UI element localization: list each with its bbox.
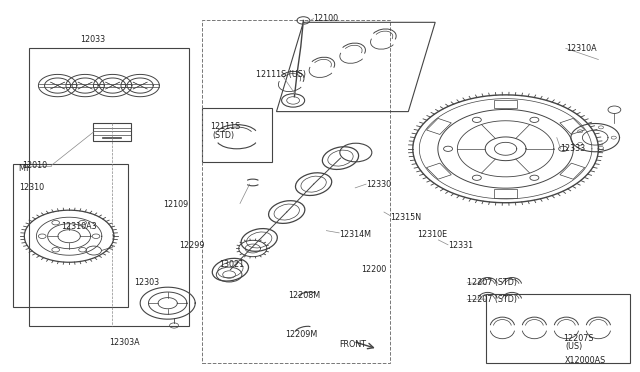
Text: 12209M: 12209M xyxy=(285,330,317,339)
Bar xyxy=(486,294,630,363)
Text: 12100: 12100 xyxy=(314,14,339,23)
Text: 13021: 13021 xyxy=(219,260,244,269)
Text: 12207S: 12207S xyxy=(563,334,594,343)
Text: 12033: 12033 xyxy=(80,35,106,44)
Text: 12310A3: 12310A3 xyxy=(61,222,97,231)
Bar xyxy=(494,189,517,198)
Text: 12111S: 12111S xyxy=(210,122,240,131)
Text: 12333: 12333 xyxy=(561,144,586,153)
Bar xyxy=(202,108,272,162)
Bar xyxy=(13,164,128,307)
Text: 12111S (US): 12111S (US) xyxy=(256,70,306,79)
Text: 12010: 12010 xyxy=(22,161,47,170)
Text: 12299: 12299 xyxy=(179,241,205,250)
Text: 12303: 12303 xyxy=(134,278,159,287)
Text: 12310A: 12310A xyxy=(566,44,596,53)
Text: (US): (US) xyxy=(566,342,583,351)
Text: 12310: 12310 xyxy=(19,183,44,192)
Bar xyxy=(560,118,585,134)
Bar xyxy=(202,20,390,363)
Text: 12109: 12109 xyxy=(163,200,188,209)
Text: 12315N: 12315N xyxy=(390,213,422,222)
Bar xyxy=(494,100,517,109)
Bar xyxy=(29,48,189,326)
Text: 12330: 12330 xyxy=(366,180,391,189)
Text: MT: MT xyxy=(18,164,29,173)
Text: 12207 (STD): 12207 (STD) xyxy=(467,278,517,287)
Text: 12314M: 12314M xyxy=(339,230,371,239)
Text: 12331: 12331 xyxy=(448,241,473,250)
Bar xyxy=(560,163,585,179)
Text: X12000AS: X12000AS xyxy=(564,356,605,365)
Text: FRONT: FRONT xyxy=(339,340,366,349)
Bar xyxy=(426,118,451,134)
Text: (STD): (STD) xyxy=(212,131,235,140)
Text: 12303A: 12303A xyxy=(109,338,140,347)
Text: 12208M: 12208M xyxy=(288,291,320,300)
Text: 12310E: 12310E xyxy=(417,230,447,239)
Text: 12200: 12200 xyxy=(362,265,387,274)
Bar xyxy=(426,163,451,179)
Bar xyxy=(93,123,131,141)
Text: 12207 (STD): 12207 (STD) xyxy=(467,295,517,304)
